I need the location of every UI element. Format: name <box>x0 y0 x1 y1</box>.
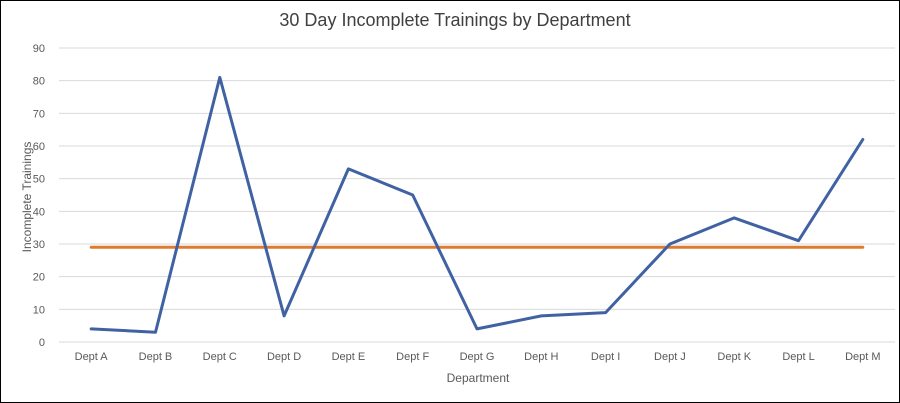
x-tick-label: Dept L <box>782 351 814 363</box>
x-tick-label: Dept E <box>332 351 366 363</box>
x-tick-label: Dept B <box>139 351 173 363</box>
y-tick-label: 60 <box>33 141 45 153</box>
x-tick-label: Dept A <box>75 351 109 363</box>
x-tick-label: Dept J <box>654 351 686 363</box>
x-axis-title: Department <box>447 371 510 385</box>
y-tick-label: 90 <box>33 43 45 55</box>
x-tick-label: Dept I <box>591 351 620 363</box>
x-tick-label: Dept C <box>203 351 237 363</box>
y-tick-label: 50 <box>33 174 45 186</box>
x-axis-ticks: Dept A Dept B Dept C Dept D Dept E Dept F Dept… <box>75 351 881 363</box>
x-tick-label: Dept D <box>267 351 301 363</box>
y-axis-ticks: 0 10 20 30 40 50 60 70 80 90 <box>33 43 45 349</box>
y-tick-label: 20 <box>33 272 45 284</box>
series-lines <box>89 75 865 334</box>
x-tick-label: Dept K <box>717 351 751 363</box>
x-tick-label: Dept M <box>845 351 880 363</box>
series-line-incomplete-trainings <box>89 75 865 334</box>
y-axis-title: Incomplete Trainings <box>20 142 34 253</box>
y-tick-label: 30 <box>33 239 45 251</box>
y-tick-label: 70 <box>33 108 45 120</box>
y-tick-label: 10 <box>33 304 45 316</box>
y-tick-label: 40 <box>33 206 45 218</box>
chart-title: 30 Day Incomplete Trainings by Departmen… <box>279 10 630 30</box>
gridlines <box>59 47 895 343</box>
x-tick-label: Dept G <box>460 351 495 363</box>
y-tick-label: 80 <box>33 76 45 88</box>
x-tick-label: Dept F <box>396 351 429 363</box>
x-tick-label: Dept H <box>524 351 558 363</box>
y-tick-label: 0 <box>39 337 45 349</box>
